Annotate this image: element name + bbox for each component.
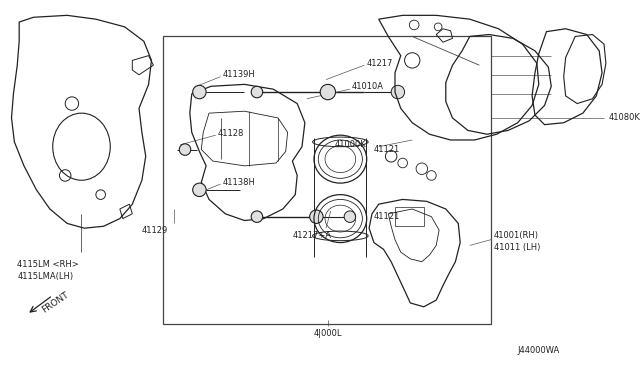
Circle shape (344, 211, 356, 222)
Text: 4|000L: 4|000L (314, 329, 342, 338)
Bar (395, 207, 424, 226)
Circle shape (251, 211, 262, 222)
Text: 4115LM <RH>: 4115LM <RH> (17, 260, 79, 269)
Text: 41138H: 41138H (223, 178, 255, 187)
Text: FRONT: FRONT (40, 290, 70, 314)
Bar (163, 36, 491, 324)
Text: 41217: 41217 (366, 59, 392, 68)
Text: 41010A: 41010A (352, 82, 384, 91)
Text: 41080K: 41080K (609, 113, 640, 122)
Circle shape (179, 144, 191, 155)
Text: 4115LMA(LH): 4115LMA(LH) (17, 272, 74, 280)
Text: 41001(RH): 41001(RH) (493, 231, 539, 240)
Text: 41121: 41121 (374, 212, 400, 221)
Text: 41121: 41121 (374, 145, 400, 154)
Circle shape (193, 85, 206, 99)
Circle shape (193, 183, 206, 196)
Text: 41217+A: 41217+A (292, 231, 332, 240)
Text: 41011 (LH): 41011 (LH) (493, 243, 540, 252)
Circle shape (391, 85, 404, 99)
Text: 41139H: 41139H (223, 70, 255, 79)
Text: 41129: 41129 (141, 225, 168, 235)
Text: J44000WA: J44000WA (518, 346, 560, 355)
Text: 41000K: 41000K (335, 140, 366, 149)
Circle shape (310, 210, 323, 224)
Text: 41128: 41128 (218, 129, 244, 138)
Circle shape (320, 84, 335, 100)
Circle shape (251, 86, 262, 98)
